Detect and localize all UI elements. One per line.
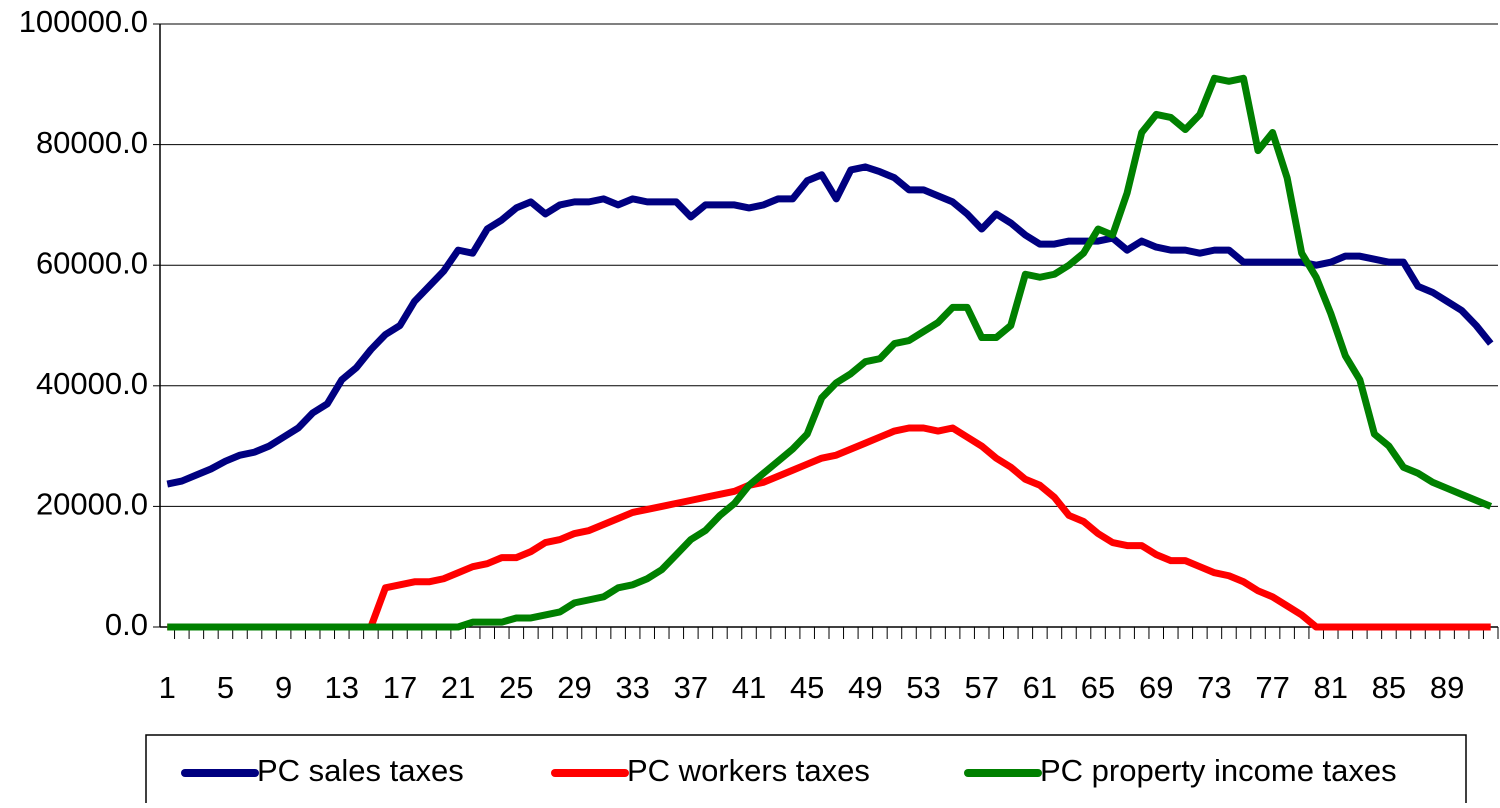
y-tick-label: 20000.0 (36, 487, 148, 522)
x-tick-label: 81 (1314, 670, 1348, 705)
x-tick-label: 37 (674, 670, 708, 705)
x-tick-label: 21 (441, 670, 475, 705)
series-line (167, 74, 1493, 631)
x-tick-label: 57 (964, 670, 998, 705)
y-tick-label: 40000.0 (36, 366, 148, 401)
y-tick-label: 100000.0 (19, 4, 148, 39)
series-line (167, 424, 1491, 631)
x-tick-label: 77 (1255, 670, 1289, 705)
legend-label: PC sales taxes (257, 753, 464, 788)
x-tick-label: 73 (1197, 670, 1231, 705)
x-tick-label: 17 (383, 670, 417, 705)
x-tick-label: 45 (790, 670, 824, 705)
x-tick-label: 69 (1139, 670, 1173, 705)
x-tick-label: 1 (159, 670, 176, 705)
x-tick-label: 53 (906, 670, 940, 705)
x-tick-label: 33 (615, 670, 649, 705)
x-tick-label: 49 (848, 670, 882, 705)
x-tick-label: 5 (217, 670, 234, 705)
x-tick-label: 41 (732, 670, 766, 705)
x-tick-label: 85 (1372, 670, 1406, 705)
x-tick-label: 25 (499, 670, 533, 705)
y-tick-label: 80000.0 (36, 125, 148, 160)
x-tick-label: 9 (275, 670, 292, 705)
x-tick-label: 65 (1081, 670, 1115, 705)
legend-box (145, 734, 1467, 806)
y-tick-label: 0.0 (105, 607, 148, 642)
x-tick-label: 29 (557, 670, 591, 705)
x-tick-label: 61 (1023, 670, 1057, 705)
y-tick-label: 60000.0 (36, 245, 148, 280)
legend-label: PC property income taxes (1040, 753, 1397, 788)
x-tick-label: 89 (1430, 670, 1464, 705)
x-tick-label: 13 (325, 670, 359, 705)
legend-label: PC workers taxes (627, 753, 870, 788)
series-line (166, 163, 1494, 488)
